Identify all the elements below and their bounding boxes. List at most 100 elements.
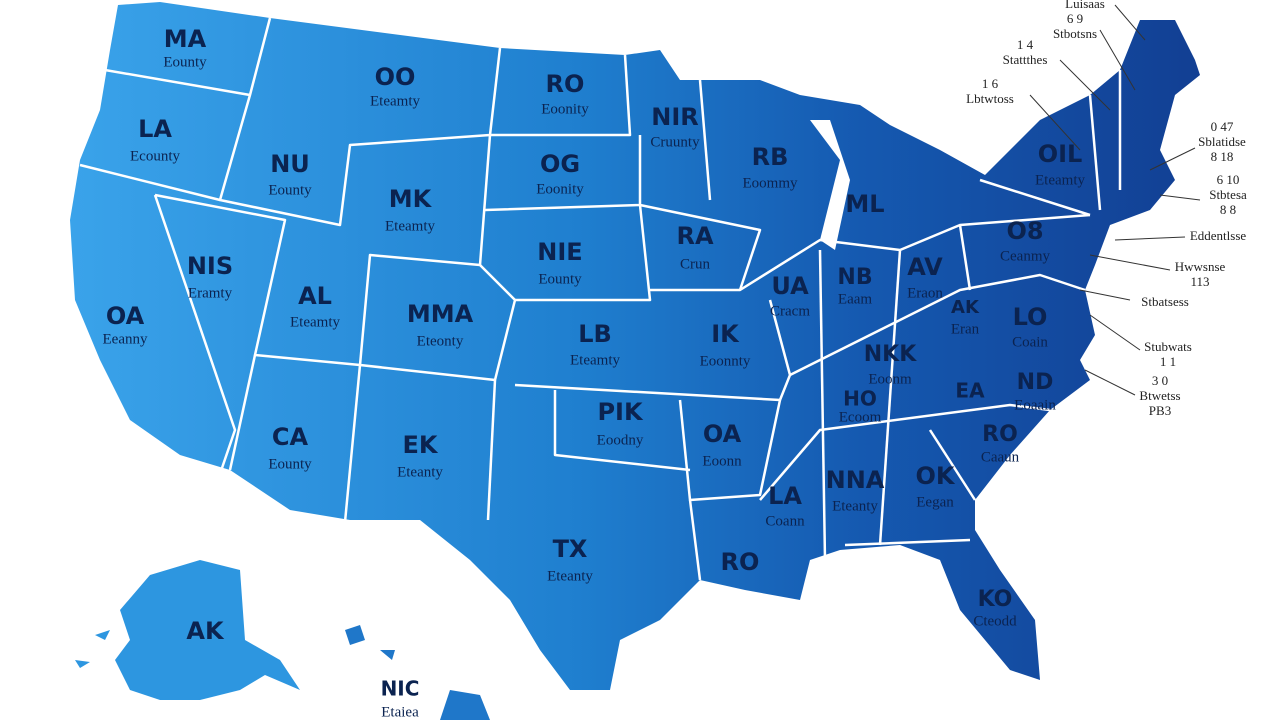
region-sublabel: Eteamty (570, 352, 620, 368)
annotation-text: PB3 (1149, 403, 1171, 418)
region-label: EA (955, 379, 985, 403)
annotation-text: 1 4 (1017, 37, 1034, 52)
region-sublabel: Caaun (981, 449, 1020, 465)
region-sublabel: Coain (1012, 334, 1048, 350)
region-sublabel: Cruunty (650, 134, 700, 150)
region-sublabel: Eoaain (1014, 397, 1056, 413)
region-label: NIR (651, 103, 699, 131)
alaska (75, 560, 300, 700)
mainland (70, 2, 1200, 690)
region-sublabel: Eegan (916, 494, 954, 510)
region-label: OO (375, 63, 416, 91)
annotation-text: 113 (1190, 274, 1209, 289)
region-sublabel: Eoodny (597, 432, 644, 448)
region-sublabel: Eeanny (103, 331, 148, 347)
annotation-text: 6 10 (1217, 172, 1240, 187)
state-borders (79, 17, 1122, 581)
region-label: OIL (1038, 140, 1083, 168)
region-sublabel: Ecoom (839, 409, 882, 425)
region-label: ML (845, 190, 884, 218)
region-sublabel: Ecounty (130, 148, 180, 164)
region-sublabel: Eounty (268, 182, 312, 198)
annotation-text: 8 18 (1211, 149, 1234, 164)
region-sublabel: Eramty (188, 285, 233, 301)
region-sublabel: Cracm (770, 303, 810, 319)
region-sublabel: Eteonty (417, 333, 464, 349)
annotation-text: 0 47 (1211, 119, 1234, 134)
region-sublabel: Eoonn (702, 453, 742, 469)
annotation-text: Btwetss (1139, 388, 1180, 403)
region-label: NIS (187, 252, 233, 280)
region-label: NIE (537, 238, 582, 266)
region-sublabel: Eraon (907, 285, 943, 301)
region-label: RO (982, 422, 1018, 447)
region-label: RA (676, 222, 713, 250)
region-label: OA (106, 302, 145, 330)
region-sublabel: Eounty (538, 271, 582, 287)
region-label: LA (138, 115, 172, 143)
region-sublabel: Eteanty (547, 568, 593, 584)
annotation-text: 8 8 (1220, 202, 1236, 217)
annotation-text: Luisaas (1065, 0, 1105, 11)
annotation-text: Hwwsnse (1175, 259, 1226, 274)
region-sublabel: Ceanmy (1000, 248, 1050, 264)
region-label: AK (186, 617, 225, 645)
region-sublabel: Eteanty (832, 498, 878, 514)
region-label: NU (270, 150, 310, 178)
region-label: LB (578, 320, 612, 348)
annotation-text: Stbtesa (1209, 187, 1247, 202)
annotation-text: Stattthes (1003, 52, 1048, 67)
region-label: NKK (864, 342, 917, 367)
region-label: OK (916, 462, 956, 490)
region-sublabel: Eteanty (397, 464, 443, 480)
annotation-text: Eddentlsse (1190, 228, 1247, 243)
region-sublabel: Eteamty (290, 314, 340, 330)
annotation-text: 6 9 (1067, 11, 1083, 26)
region-sublabel: Eoonity (541, 101, 589, 117)
region-label: NIC (381, 677, 420, 701)
region-label: LO (1013, 303, 1048, 331)
hawaii (345, 625, 490, 720)
region-label: OG (540, 150, 580, 178)
region-sublabel: Eteamty (1035, 172, 1085, 188)
region-label: PIK (597, 398, 644, 426)
annotation-text: 1 1 (1160, 354, 1176, 369)
annotation-text: 3 0 (1152, 373, 1168, 388)
region-label: OA (703, 420, 742, 448)
region-label: KO (978, 587, 1013, 612)
region-label: CA (272, 423, 309, 451)
region-sublabel: Etaiea (381, 704, 419, 720)
annotation-text: Stbatsess (1141, 294, 1189, 309)
region-label: MA (164, 25, 207, 53)
annotation-text: Stubwats (1144, 339, 1192, 354)
region-sublabel: Coann (765, 513, 805, 529)
annotation-text: Stbotsns (1053, 26, 1097, 41)
region-label: RO (721, 548, 760, 576)
region-label: RB (752, 143, 789, 171)
region-label: NNA (826, 466, 885, 494)
region-label: ND (1017, 370, 1054, 395)
region-sublabel: Eoonity (536, 181, 584, 197)
region-label: AK (951, 297, 980, 318)
region-label: AL (298, 282, 332, 310)
region-label: TX (553, 535, 588, 563)
region-sublabel: Eran (951, 321, 980, 337)
region-sublabel: Eoonnty (700, 353, 751, 369)
region-sublabel: Eoommy (743, 175, 798, 191)
region-sublabel: Eteamty (385, 218, 435, 234)
leader-lines (1029, 4, 1201, 396)
region-label: NB (837, 265, 872, 290)
region-label: MMA (407, 300, 474, 328)
annotation-text: Sblatidse (1198, 134, 1246, 149)
region-sublabel: Cteodd (973, 613, 1017, 629)
region-label: RO (546, 70, 585, 98)
region-sublabel: Crun (680, 256, 711, 272)
region-label: MK (389, 185, 433, 213)
region-label: EK (403, 431, 439, 459)
region-sublabel: Eteamty (370, 93, 420, 109)
region-label: HO (843, 387, 877, 411)
region-sublabel: Eounty (163, 54, 207, 70)
region-label: AV (907, 253, 943, 281)
region-sublabel: Eoonm (868, 371, 912, 387)
